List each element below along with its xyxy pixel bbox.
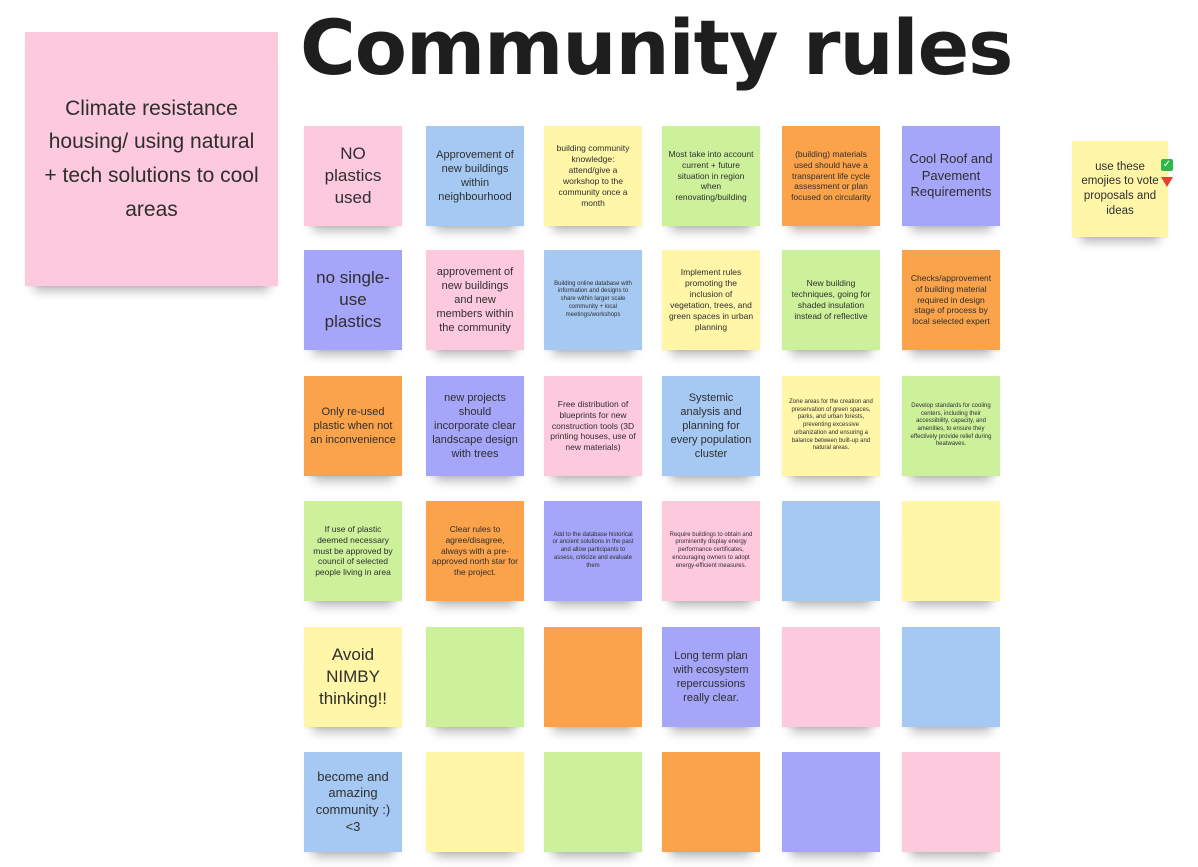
sticky-note[interactable]: (building) materials used should have a …	[782, 126, 880, 226]
theme-sticky-note-text: Climate resistance housing/ using natura…	[44, 96, 259, 221]
sticky-note-text: New building techniques, going for shade…	[791, 278, 871, 321]
sticky-note-text: Avoid NIMBY thinking!!	[318, 645, 388, 708]
sticky-note[interactable]: Implement rules promoting the inclusion …	[662, 250, 760, 350]
sticky-note[interactable]	[902, 627, 1000, 727]
sticky-note-text: Long term plan with ecosystem repercussi…	[673, 649, 749, 705]
sticky-note[interactable]: Building online database with informatio…	[544, 250, 642, 350]
sticky-note[interactable]: Zone areas for the creation and preserva…	[782, 376, 880, 476]
sticky-note[interactable]: Require buildings to obtain and prominen…	[662, 501, 760, 601]
sticky-note[interactable]	[426, 627, 524, 727]
sticky-note[interactable]: Cool Roof and Pavement Requirements	[902, 126, 1000, 226]
sticky-note[interactable]	[544, 752, 642, 852]
sticky-note[interactable]: no single-use plastics	[304, 250, 402, 350]
board-title[interactable]: Community rules	[300, 3, 1013, 92]
sticky-note[interactable]	[782, 501, 880, 601]
sticky-note[interactable]	[426, 752, 524, 852]
sticky-note-text: Checks/approvement of building material …	[910, 272, 992, 327]
sticky-note-text: become and amazing community :) <3	[315, 768, 391, 834]
sticky-note[interactable]	[782, 752, 880, 852]
sticky-note-text: Systemic analysis and planning for every…	[670, 391, 752, 461]
sticky-note-text: Cool Roof and Pavement Requirements	[909, 151, 993, 200]
sticky-note[interactable]: If use of plastic deemed necessary must …	[304, 501, 402, 601]
sticky-note-text: no single-use plastics	[316, 268, 390, 331]
sticky-note-text: If use of plastic deemed necessary must …	[313, 523, 393, 578]
sticky-note-text: Only re-used plastic when not an inconve…	[310, 405, 396, 447]
red-down-triangle-icon	[1161, 177, 1173, 187]
sticky-note-text: (building) materials used should have a …	[791, 148, 871, 203]
sticky-note[interactable]	[662, 752, 760, 852]
sticky-note-text: NO plastics used	[324, 144, 382, 207]
sticky-note[interactable]: Only re-used plastic when not an inconve…	[304, 376, 402, 476]
sticky-note[interactable]: Most take into account current + future …	[662, 126, 760, 226]
sticky-note[interactable]: Clear rules to agree/disagree, always wi…	[426, 501, 524, 601]
sticky-note[interactable]: NO plastics used	[304, 126, 402, 226]
sticky-note-text: Free distribution of blueprints for new …	[550, 398, 636, 453]
sticky-note[interactable]: Checks/approvement of building material …	[902, 250, 1000, 350]
sticky-note-text: Develop standards for cooling centers, i…	[910, 402, 992, 448]
sticky-note[interactable]: Free distribution of blueprints for new …	[544, 376, 642, 476]
sticky-note[interactable]: Add to the database historical or ancien…	[544, 501, 642, 601]
sticky-note[interactable]	[902, 501, 1000, 601]
sticky-note[interactable]: new projects should incorporate clear la…	[426, 376, 524, 476]
sticky-note[interactable]: Avoid NIMBY thinking!!	[304, 627, 402, 727]
sticky-note-text: Add to the database historical or ancien…	[552, 531, 634, 569]
check-icon: ✓	[1161, 159, 1173, 171]
sticky-note-text: Most take into account current + future …	[668, 148, 754, 203]
sticky-note-text: Zone areas for the creation and preserva…	[789, 399, 873, 452]
sticky-note-text: building community knowledge: attend/giv…	[556, 143, 630, 208]
sticky-note[interactable]	[544, 627, 642, 727]
vote-emoji-legend: ✓	[1161, 159, 1175, 187]
vote-instructions-sticky-note[interactable]: use these emojies to vote proposals and …	[1072, 141, 1168, 237]
sticky-note[interactable]: Systemic analysis and planning for every…	[662, 376, 760, 476]
sticky-note-text: Approvement of new buildings within neig…	[436, 148, 514, 204]
sticky-note-text: Clear rules to agree/disagree, always wi…	[432, 523, 518, 578]
sticky-note-text: approvement of new buildings and new mem…	[436, 265, 514, 335]
sticky-note[interactable]: become and amazing community :) <3	[304, 752, 402, 852]
sticky-note[interactable]: Approvement of new buildings within neig…	[426, 126, 524, 226]
theme-sticky-note[interactable]: Climate resistance housing/ using natura…	[25, 32, 278, 286]
sticky-note[interactable]: Develop standards for cooling centers, i…	[902, 376, 1000, 476]
sticky-note[interactable]: New building techniques, going for shade…	[782, 250, 880, 350]
vote-instructions-text: use these emojies to vote proposals and …	[1081, 160, 1159, 217]
sticky-note-text: new projects should incorporate clear la…	[432, 391, 518, 461]
sticky-note[interactable]	[902, 752, 1000, 852]
sticky-note-text: Building online database with informatio…	[554, 280, 632, 318]
sticky-note-text: Require buildings to obtain and prominen…	[669, 531, 753, 569]
sticky-note[interactable]: Long term plan with ecosystem repercussi…	[662, 627, 760, 727]
sticky-note[interactable]	[782, 627, 880, 727]
sticky-note[interactable]: building community knowledge: attend/giv…	[544, 126, 642, 226]
sticky-note-text: Implement rules promoting the inclusion …	[668, 267, 754, 332]
sticky-note[interactable]: approvement of new buildings and new mem…	[426, 250, 524, 350]
